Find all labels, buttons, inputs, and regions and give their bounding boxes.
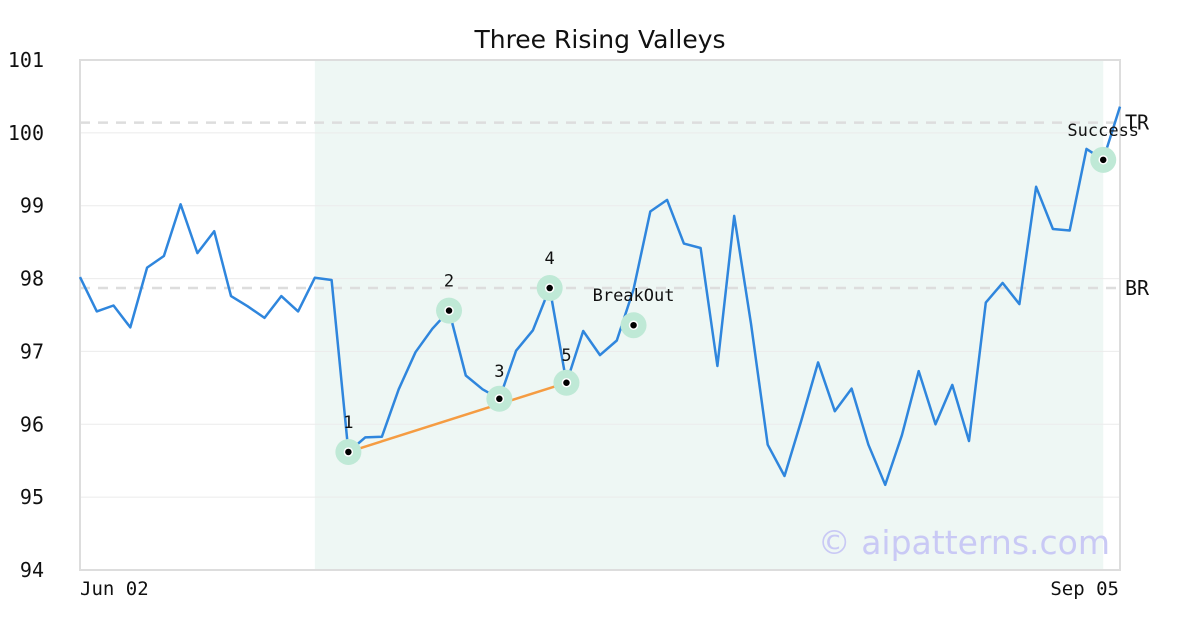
annotation-label-5: 5 [561,346,571,366]
y-tick-label: 98 [20,267,44,291]
annotation-label-3: 3 [494,362,504,382]
marker-dot-4 [544,283,555,293]
marker-dot-5 [561,378,572,388]
marker-dot-2 [444,305,454,316]
y-tick-label: 95 [20,485,44,509]
reference-label-tr: TR [1125,111,1150,135]
price-line [78,106,1122,487]
chart-title: Three Rising Valleys [473,25,725,54]
marker-dot-success [1098,155,1108,165]
y-tick-label: 100 [8,121,44,145]
x-tick-label: Jun 02 [80,578,149,600]
watermark: © aipatterns.com [818,523,1110,562]
y-tick-label: 97 [20,339,44,363]
annotation-label-success: Success [1067,121,1139,141]
reference-label-br: BR [1125,276,1150,300]
marker-dot-3 [494,394,505,404]
x-tick-label: Sep 05 [1050,578,1119,600]
marker-dot-breakout [628,320,639,330]
plot-frame [79,59,1121,571]
valley-trend-line [348,381,567,454]
y-tick-label: 101 [8,48,44,72]
annotation-label-breakout: BreakOut [593,286,675,306]
marker-dot-1 [343,447,354,457]
annotation-label-1: 1 [343,413,353,433]
y-tick-label: 99 [20,194,44,218]
annotation-label-4: 4 [545,249,555,269]
y-tick-label: 94 [20,558,44,582]
annotation-label-2: 2 [444,272,454,292]
y-tick-label: 96 [20,412,44,436]
